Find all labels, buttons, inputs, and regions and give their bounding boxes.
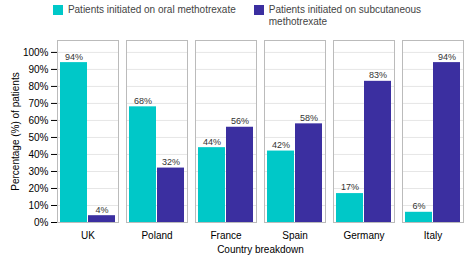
svg-text:Germany: Germany [343,230,384,241]
svg-text:80%: 80% [28,81,48,92]
svg-text:94%: 94% [65,51,83,61]
svg-text:Italy: Italy [424,230,442,241]
svg-text:100%: 100% [23,47,49,58]
svg-text:83%: 83% [369,70,387,80]
svg-text:60%: 60% [28,115,48,126]
svg-text:4%: 4% [95,205,108,215]
svg-text:42%: 42% [272,140,290,150]
svg-text:Percentage (%) of patients: Percentage (%) of patients [10,72,21,190]
svg-text:10%: 10% [28,200,48,211]
svg-text:UK: UK [81,230,95,241]
svg-text:40%: 40% [28,149,48,160]
html-text:Patients initiated on oral met: Patients initiated on oral methotrexate [67,4,236,15]
svg-text:44%: 44% [203,137,221,147]
svg-text:France: France [210,230,242,241]
svg-text:50%: 50% [28,132,48,143]
html-text:Patients initiated on subcutan: Patients initiated on subcutaneous metho… [268,4,422,27]
svg-text:58%: 58% [300,113,318,123]
svg-text:94%: 94% [438,51,456,61]
svg-text:68%: 68% [134,96,152,106]
svg-text:20%: 20% [28,183,48,194]
svg-text:6%: 6% [412,201,425,211]
svg-text:90%: 90% [28,64,48,75]
svg-text:0%: 0% [34,217,49,228]
svg-text:Spain: Spain [282,230,308,241]
svg-text:70%: 70% [28,98,48,109]
svg-text:32%: 32% [162,157,180,167]
svg-text:17%: 17% [341,182,359,192]
svg-text:30%: 30% [28,166,48,177]
svg-text:56%: 56% [231,116,249,126]
svg-text:Country breakdown: Country breakdown [217,244,304,255]
svg-text:Poland: Poland [141,230,172,241]
